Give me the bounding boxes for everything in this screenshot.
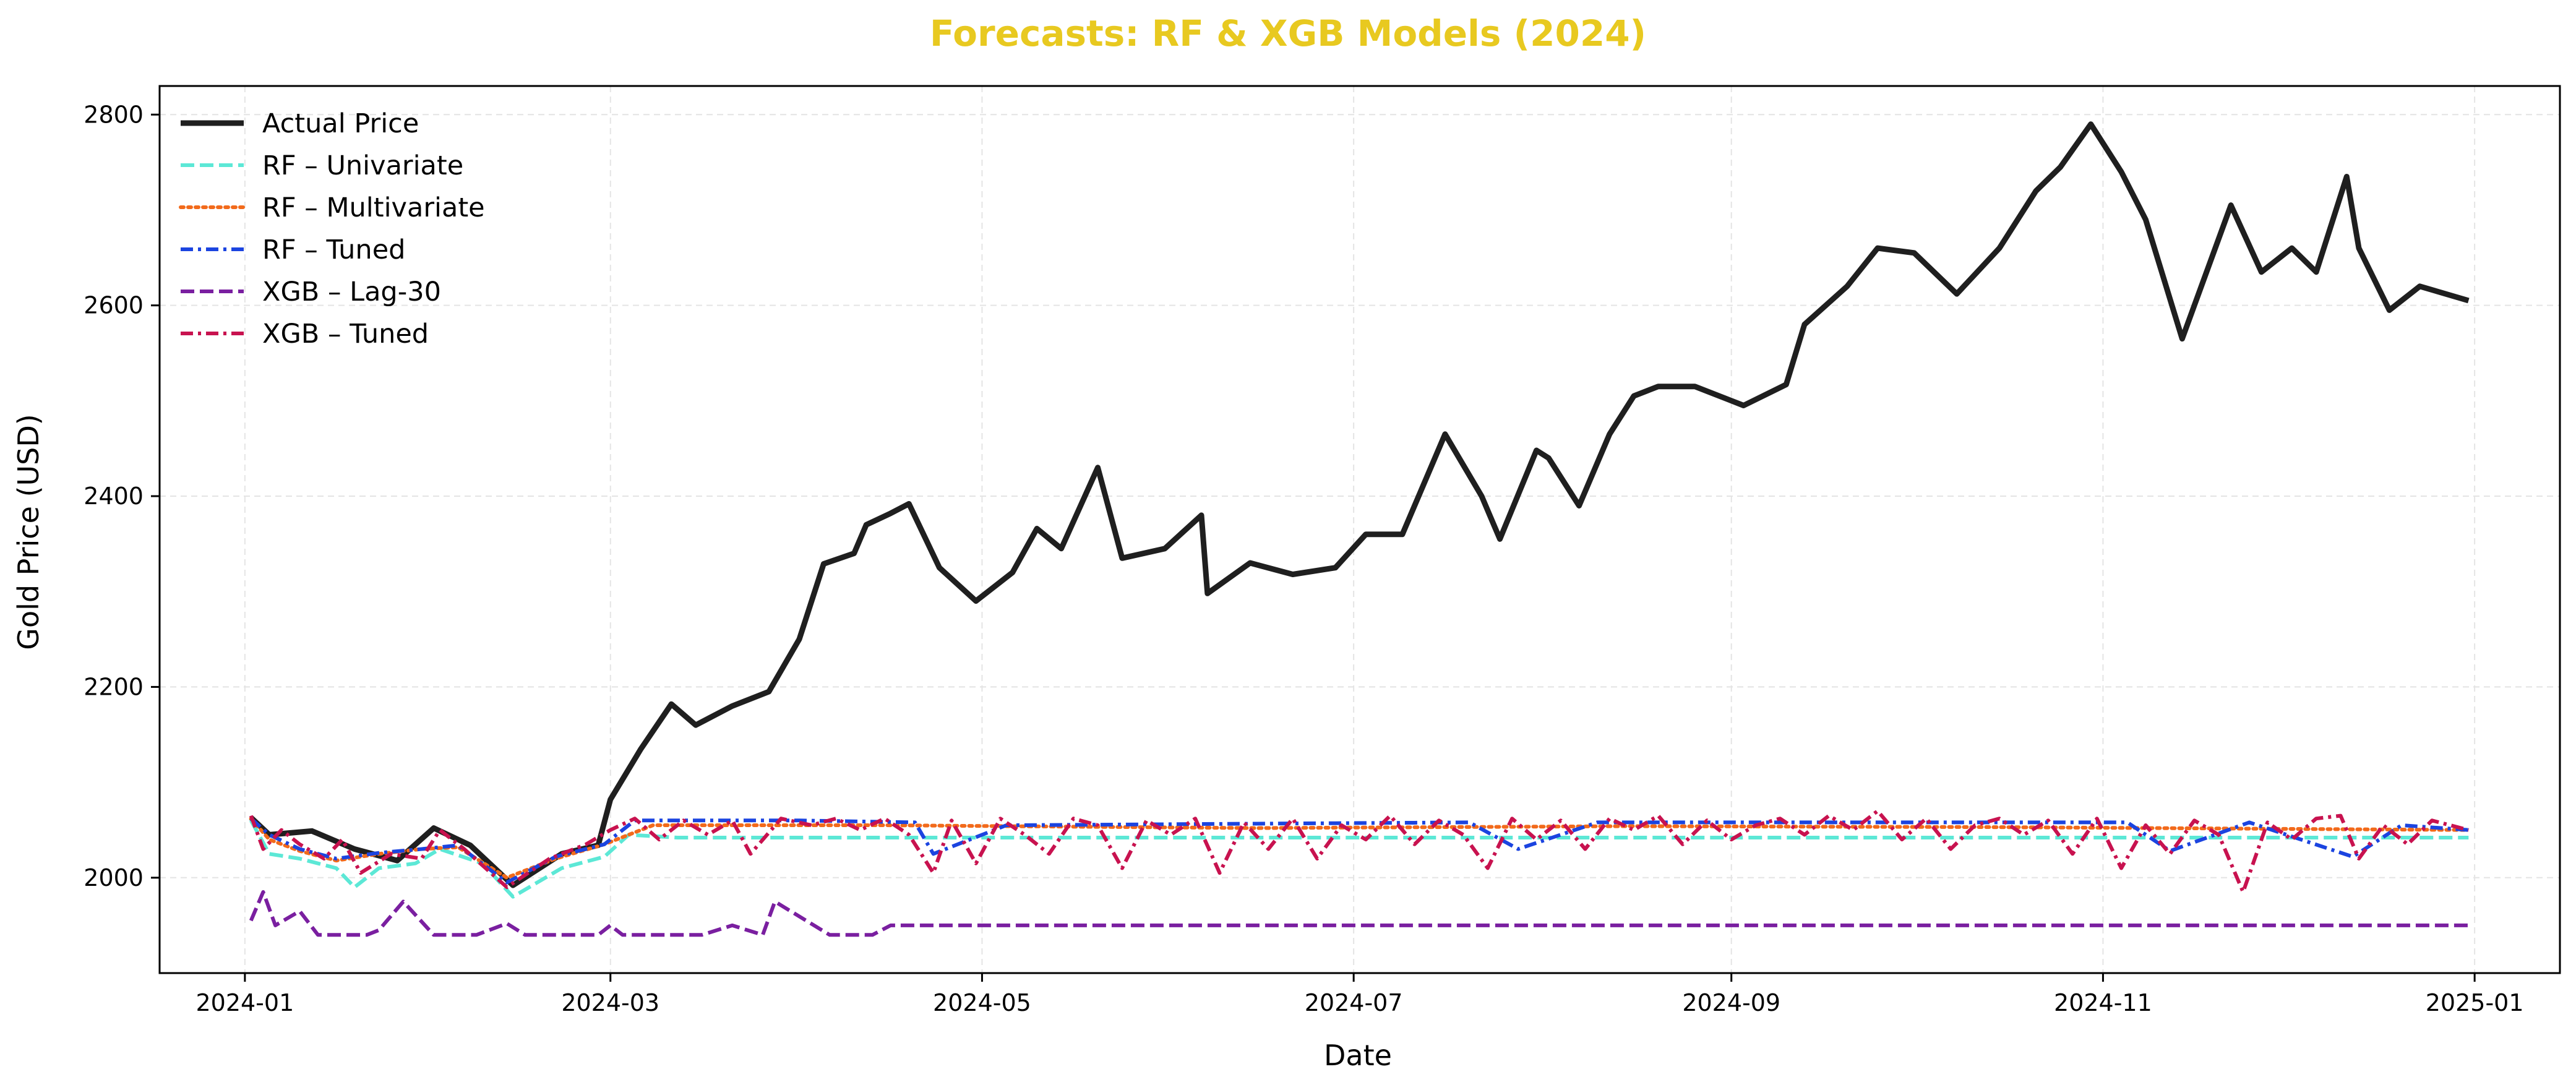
x-tick-label: 2024-11 — [2054, 989, 2152, 1016]
series-lines — [249, 121, 2471, 937]
legend-label-3: RF – Tuned — [262, 234, 405, 265]
series-line-5 — [249, 809, 2470, 894]
y-tick-label: 2200 — [84, 673, 144, 700]
series-line-1 — [249, 819, 2469, 899]
x-tick-label: 2024-03 — [561, 989, 659, 1016]
y-tick-label: 2400 — [84, 483, 144, 510]
x-axis-title: Date — [1324, 1039, 1392, 1072]
series-line-3 — [249, 817, 2469, 885]
chart-title: Forecasts: RF & XGB Models (2024) — [930, 12, 1646, 54]
axis-ticks: 2000 2200 2400 2600 2800 2024-01 2024-03 2024-0… — [84, 101, 2523, 1016]
y-tick-label: 2000 — [84, 864, 144, 891]
legend-label-5: XGB – Tuned — [262, 319, 429, 350]
grid-lines — [160, 86, 2560, 973]
x-tick-label: 2025-01 — [2426, 989, 2524, 1016]
legend: Actual Price RF – Univariate RF – Multivar… — [179, 108, 485, 350]
x-tick-label: 2024-05 — [933, 989, 1031, 1016]
legend-label-2: RF – Multivariate — [262, 192, 485, 223]
plot-frame — [158, 85, 2561, 974]
x-tick-label: 2024-09 — [1682, 989, 1780, 1016]
series-line-0 — [249, 121, 2470, 888]
legend-label-1: RF – Univariate — [262, 150, 463, 181]
y-axis-title: Gold Price (USD) — [12, 414, 45, 650]
legend-label-4: XGB – Lag-30 — [262, 277, 441, 307]
x-tick-label: 2024-07 — [1305, 989, 1403, 1016]
legend-label-0: Actual Price — [262, 108, 419, 139]
x-tick-label: 2024-01 — [195, 989, 294, 1016]
y-tick-label: 2800 — [84, 101, 144, 128]
y-tick-label: 2600 — [84, 292, 144, 319]
series-line-4 — [249, 890, 2469, 937]
